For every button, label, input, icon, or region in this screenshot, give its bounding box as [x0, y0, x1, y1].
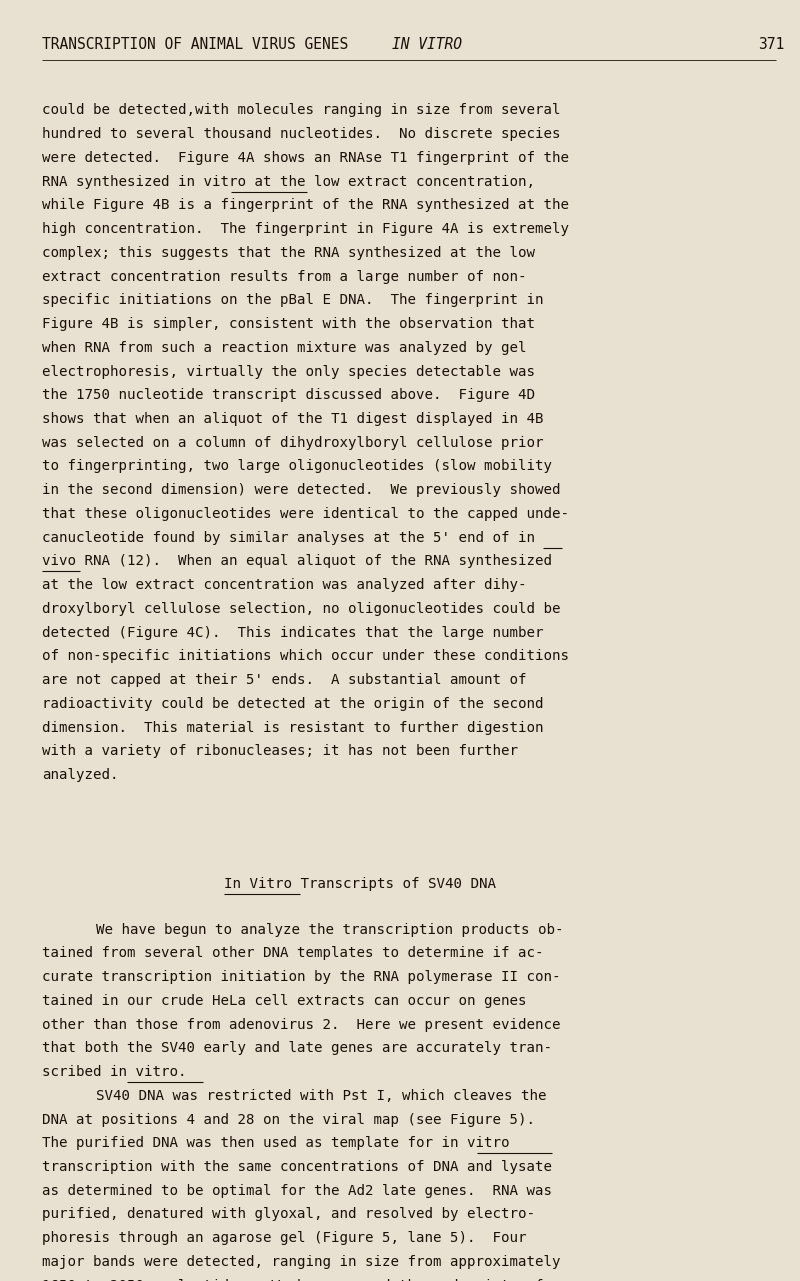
Text: as determined to be optimal for the Ad2 late genes.  RNA was: as determined to be optimal for the Ad2 … [42, 1184, 552, 1198]
Text: Figure 4B is simpler, consistent with the observation that: Figure 4B is simpler, consistent with th… [42, 318, 535, 330]
Text: complex; this suggests that the RNA synthesized at the low: complex; this suggests that the RNA synt… [42, 246, 535, 260]
Text: tained from several other DNA templates to determine if ac-: tained from several other DNA templates … [42, 947, 544, 961]
Text: when RNA from such a reaction mixture was analyzed by gel: when RNA from such a reaction mixture wa… [42, 341, 527, 355]
Text: hundred to several thousand nucleotides.  No discrete species: hundred to several thousand nucleotides.… [42, 127, 561, 141]
Text: the 1750 nucleotide transcript discussed above.  Figure 4D: the 1750 nucleotide transcript discussed… [42, 388, 535, 402]
Text: high concentration.  The fingerprint in Figure 4A is extremely: high concentration. The fingerprint in F… [42, 222, 570, 236]
Text: of non-specific initiations which occur under these conditions: of non-specific initiations which occur … [42, 649, 570, 664]
Text: scribed in vitro.: scribed in vitro. [42, 1065, 187, 1079]
Text: in the second dimension) were detected.  We previously showed: in the second dimension) were detected. … [42, 483, 561, 497]
Text: We have begun to analyze the transcription products ob-: We have begun to analyze the transcripti… [96, 922, 563, 936]
Text: specific initiations on the pBal E DNA.  The fingerprint in: specific initiations on the pBal E DNA. … [42, 293, 544, 307]
Text: droxylboryl cellulose selection, no oligonucleotides could be: droxylboryl cellulose selection, no olig… [42, 602, 561, 616]
Text: 1650 to 2050 nucleotides.  We have mapped the end-points of: 1650 to 2050 nucleotides. We have mapped… [42, 1278, 544, 1281]
Text: vivo RNA (12).  When an equal aliquot of the RNA synthesized: vivo RNA (12). When an equal aliquot of … [42, 555, 552, 569]
Text: purified, denatured with glyoxal, and resolved by electro-: purified, denatured with glyoxal, and re… [42, 1208, 535, 1222]
Text: extract concentration results from a large number of non-: extract concentration results from a lar… [42, 269, 527, 283]
Text: radioactivity could be detected at the origin of the second: radioactivity could be detected at the o… [42, 697, 544, 711]
Text: RNA synthesized in vitro at the low extract concentration,: RNA synthesized in vitro at the low extr… [42, 174, 535, 188]
Text: In Vitro Transcripts of SV40 DNA: In Vitro Transcripts of SV40 DNA [224, 877, 496, 892]
Text: tained in our crude HeLa cell extracts can occur on genes: tained in our crude HeLa cell extracts c… [42, 994, 527, 1008]
Text: other than those from adenovirus 2.  Here we present evidence: other than those from adenovirus 2. Here… [42, 1017, 561, 1031]
Text: The purified DNA was then used as template for in vitro: The purified DNA was then used as templa… [42, 1136, 510, 1150]
Text: are not capped at their 5' ends.  A substantial amount of: are not capped at their 5' ends. A subst… [42, 673, 527, 687]
Text: SV40 DNA was restricted with Pst I, which cleaves the: SV40 DNA was restricted with Pst I, whic… [96, 1089, 546, 1103]
Text: that these oligonucleotides were identical to the capped unde-: that these oligonucleotides were identic… [42, 507, 570, 521]
Text: major bands were detected, ranging in size from approximately: major bands were detected, ranging in si… [42, 1255, 561, 1269]
Text: at the low extract concentration was analyzed after dihy-: at the low extract concentration was ana… [42, 578, 527, 592]
Text: curate transcription initiation by the RNA polymerase II con-: curate transcription initiation by the R… [42, 970, 561, 984]
Text: was selected on a column of dihydroxylboryl cellulose prior: was selected on a column of dihydroxylbo… [42, 436, 544, 450]
Text: to fingerprinting, two large oligonucleotides (slow mobility: to fingerprinting, two large oligonucleo… [42, 460, 552, 474]
Text: 371: 371 [758, 37, 784, 53]
Text: that both the SV40 early and late genes are accurately tran-: that both the SV40 early and late genes … [42, 1041, 552, 1056]
Text: while Figure 4B is a fingerprint of the RNA synthesized at the: while Figure 4B is a fingerprint of the … [42, 199, 570, 213]
Text: phoresis through an agarose gel (Figure 5, lane 5).  Four: phoresis through an agarose gel (Figure … [42, 1231, 527, 1245]
Text: detected (Figure 4C).  This indicates that the large number: detected (Figure 4C). This indicates tha… [42, 625, 544, 639]
Text: transcription with the same concentrations of DNA and lysate: transcription with the same concentratio… [42, 1161, 552, 1173]
Text: could be detected,with molecules ranging in size from several: could be detected,with molecules ranging… [42, 104, 561, 118]
Text: canucleotide found by similar analyses at the 5' end of in: canucleotide found by similar analyses a… [42, 530, 535, 544]
Text: dimension.  This material is resistant to further digestion: dimension. This material is resistant to… [42, 721, 544, 734]
Text: DNA at positions 4 and 28 on the viral map (see Figure 5).: DNA at positions 4 and 28 on the viral m… [42, 1112, 535, 1126]
Text: electrophoresis, virtually the only species detectable was: electrophoresis, virtually the only spec… [42, 365, 535, 379]
Text: were detected.  Figure 4A shows an RNAse T1 fingerprint of the: were detected. Figure 4A shows an RNAse … [42, 151, 570, 165]
Text: with a variety of ribonucleases; it has not been further: with a variety of ribonucleases; it has … [42, 744, 518, 758]
Text: IN VITRO: IN VITRO [392, 37, 462, 53]
Text: TRANSCRIPTION OF ANIMAL VIRUS GENES: TRANSCRIPTION OF ANIMAL VIRUS GENES [42, 37, 358, 53]
Text: analyzed.: analyzed. [42, 769, 119, 781]
Text: shows that when an aliquot of the T1 digest displayed in 4B: shows that when an aliquot of the T1 dig… [42, 412, 544, 427]
